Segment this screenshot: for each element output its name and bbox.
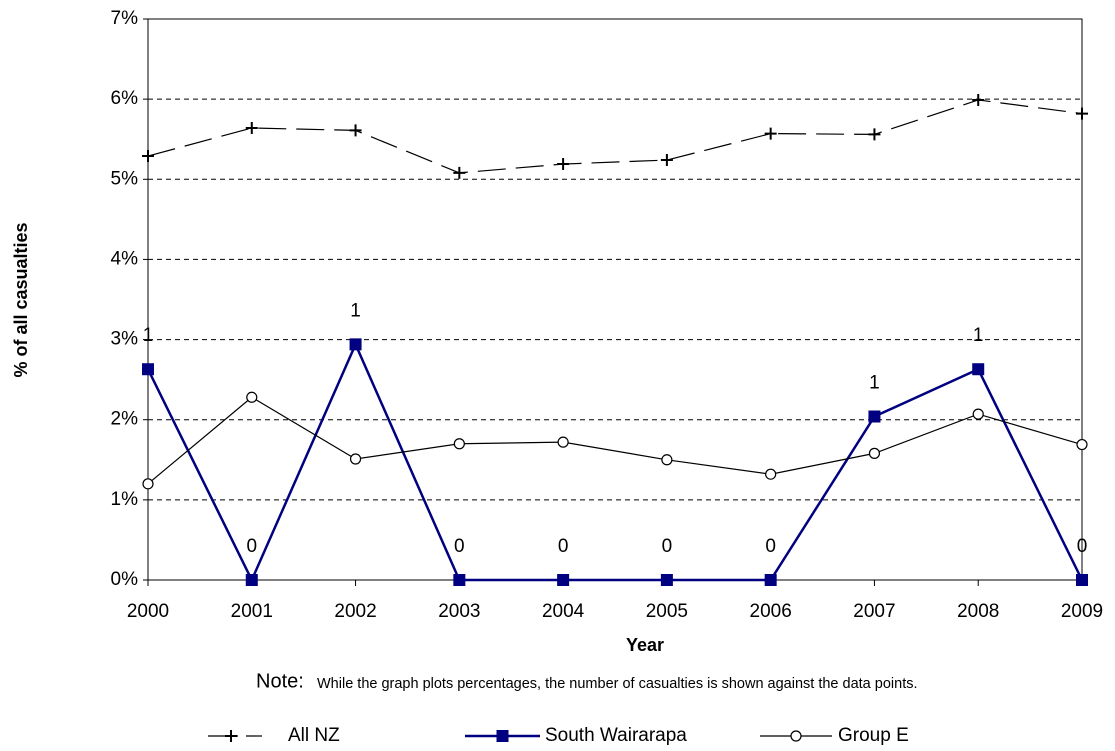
data-label: 0 (246, 536, 257, 557)
x-tick-label: 2000 (127, 601, 169, 622)
legend-label: All NZ (288, 725, 340, 746)
y-tick-label: 0% (111, 569, 139, 590)
marker-plus (660, 154, 673, 167)
y-axis-title: % of all casualties (11, 222, 31, 377)
marker-plus (764, 127, 777, 140)
data-label: 1 (973, 325, 984, 346)
marker-circle (349, 453, 362, 465)
y-tick-label: 7% (111, 8, 139, 29)
y-tick-label: 5% (111, 168, 139, 189)
legend-label: Group E (838, 725, 909, 746)
data-label: 0 (454, 536, 465, 557)
x-tick-label: 2009 (1061, 601, 1103, 622)
marker-circle (868, 447, 881, 459)
marker-circle (1076, 438, 1088, 451)
marker-square (245, 574, 258, 586)
marker-plus (225, 730, 237, 742)
marker-plus (868, 128, 881, 141)
x-tick-label: 2003 (438, 601, 480, 622)
data-label: 1 (143, 325, 154, 346)
x-tick-label: 2007 (853, 601, 895, 622)
marker-circle (142, 478, 154, 490)
marker-square (349, 338, 362, 351)
data-label: 1 (869, 373, 880, 394)
marker-square (557, 574, 570, 586)
marker-circle (790, 730, 802, 742)
marker-square (142, 363, 154, 376)
y-tick-label: 2% (111, 409, 139, 430)
marker-circle (661, 454, 673, 466)
marker-square (660, 574, 673, 586)
marker-plus (557, 158, 570, 171)
x-tick-label: 2002 (334, 601, 376, 622)
marker-plus (972, 93, 985, 106)
series-line (146, 341, 1084, 583)
marker-square (868, 410, 881, 423)
marker-circle (246, 391, 258, 403)
data-label: 0 (558, 536, 569, 557)
marker-circle (972, 408, 984, 420)
marker-circle (765, 468, 777, 480)
marker-plus (245, 121, 258, 134)
x-tick-label: 2005 (646, 601, 688, 622)
marker-plus (453, 166, 466, 179)
legend-label: South Wairarapa (545, 725, 687, 746)
x-tick-label: 2006 (750, 601, 792, 622)
marker-circle (557, 436, 569, 448)
marker-square (972, 363, 985, 376)
note: While the graph plots percentages, the n… (317, 676, 918, 692)
x-tick-label: 2008 (957, 601, 999, 622)
data-label: 0 (765, 536, 776, 557)
y-tick-label: 4% (111, 248, 139, 269)
series-line (147, 396, 1083, 485)
note-label: Note: (256, 670, 304, 692)
series-line (147, 99, 1083, 174)
y-tick-label: 1% (111, 489, 139, 510)
marker-square (496, 730, 509, 742)
marker-square (453, 574, 466, 586)
marker-plus (349, 124, 362, 137)
marker-square (764, 574, 777, 586)
x-tick-label: 2004 (542, 601, 585, 622)
marker-plus (1076, 107, 1088, 120)
y-tick-label: 3% (111, 329, 139, 350)
data-label: 0 (662, 536, 673, 557)
x-axis-title: Year (626, 635, 664, 655)
marker-square (1076, 574, 1088, 586)
marker-circle (453, 438, 465, 450)
x-tick-label: 2001 (231, 601, 273, 622)
y-tick-label: 6% (111, 88, 139, 109)
marker-plus (142, 150, 154, 163)
data-label: 0 (1077, 536, 1088, 557)
data-label: 1 (350, 300, 361, 321)
